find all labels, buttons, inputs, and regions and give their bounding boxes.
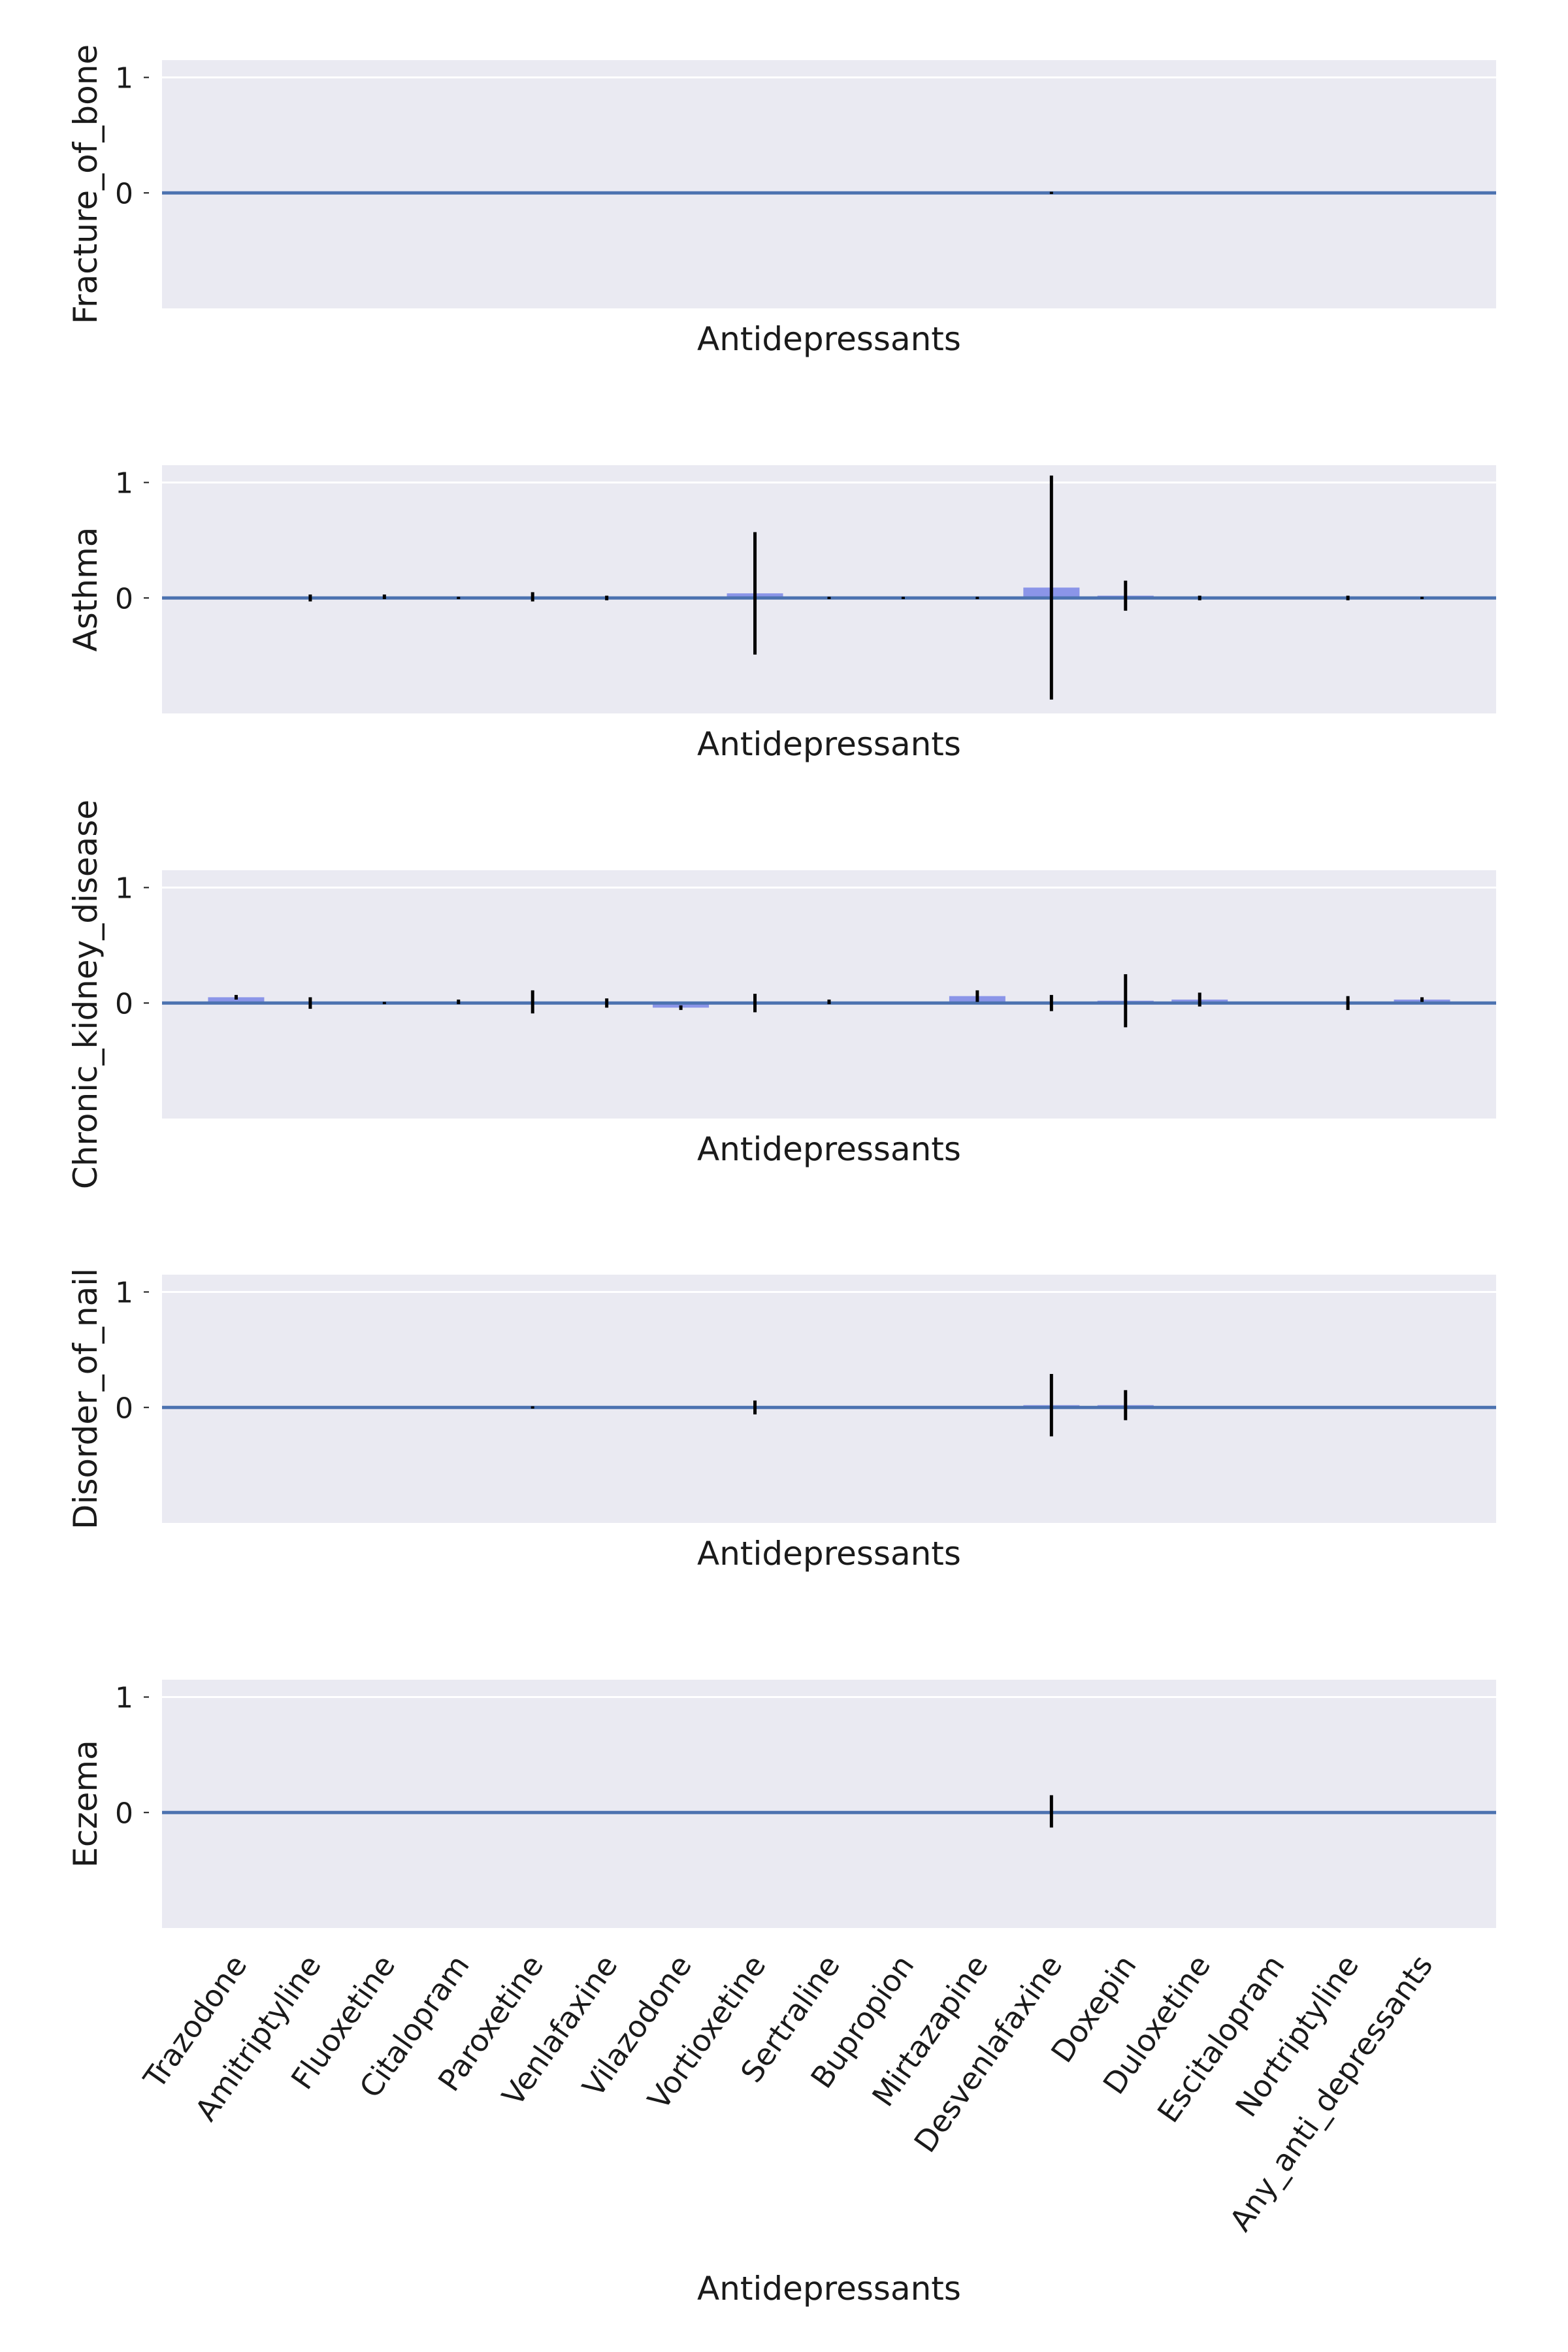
y-tick-label: 1 — [115, 62, 133, 95]
plot-area-1 — [162, 60, 1496, 308]
y-axis-label: Chronic_kidney_disease — [67, 800, 105, 1189]
y-tick-label: 1 — [115, 1277, 133, 1310]
y-tick-label: 1 — [115, 872, 133, 906]
y-tick-label: 1 — [115, 467, 133, 500]
x-axis-label: Antidepressants — [697, 1535, 961, 1573]
y-tick-label: 0 — [115, 582, 133, 615]
y-tick-label: 0 — [115, 987, 133, 1021]
y-tick-label: 0 — [115, 1797, 133, 1830]
x-axis-label: Antidepressants — [697, 725, 961, 763]
y-tick-label: 1 — [115, 1682, 133, 1715]
x-axis-label: Antidepressants — [697, 2270, 961, 2308]
plot-area-3 — [162, 870, 1496, 1119]
y-axis-label: Fracture_of_bone — [67, 44, 105, 324]
y-axis-label: Disorder_of_nail — [67, 1268, 105, 1529]
y-axis-label: Eczema — [67, 1740, 105, 1867]
y-tick-label: 0 — [115, 1392, 133, 1425]
y-axis-label: Asthma — [67, 527, 105, 652]
x-axis-label: Antidepressants — [697, 320, 961, 358]
plot-area-2 — [162, 465, 1496, 713]
plot-area-4 — [162, 1275, 1496, 1523]
plot-area-5 — [162, 1680, 1496, 1928]
bar-trazodone — [208, 997, 265, 1004]
y-tick-label: 0 — [115, 177, 133, 210]
x-axis-label: Antidepressants — [697, 1130, 961, 1168]
